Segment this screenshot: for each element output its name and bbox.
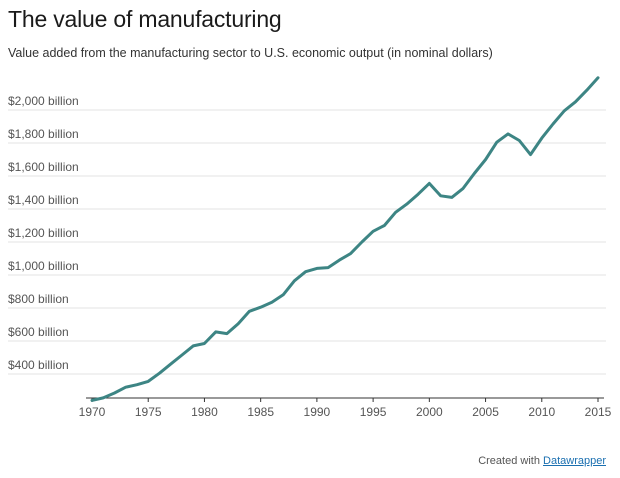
x-tick-label: 2015 [585, 405, 612, 419]
y-tick-label: $600 billion [8, 325, 69, 339]
chart-title: The value of manufacturing [8, 6, 282, 32]
x-tick-label: 2005 [472, 405, 499, 419]
y-tick-label: $1,600 billion [8, 160, 79, 174]
x-tick-label: 2010 [528, 405, 555, 419]
y-tick-label: $800 billion [8, 292, 69, 306]
chart-subtitle: Value added from the manufacturing secto… [8, 46, 493, 60]
x-tick-label: 1995 [360, 405, 387, 419]
x-axis: 1970 1975 1980 1985 1990 1995 2000 2005 2010 2015 [79, 397, 612, 419]
y-tick-label: $400 billion [8, 358, 69, 372]
x-tick-label: 1980 [191, 405, 218, 419]
x-tick-label: 2000 [416, 405, 443, 419]
credit-footer: Created with Datawrapper [478, 455, 606, 467]
credit-prefix: Created with [478, 455, 540, 467]
y-tick-label: $1,200 billion [8, 226, 79, 240]
series-line [90, 76, 600, 402]
y-tick-label: $1,400 billion [8, 193, 79, 207]
y-tick-label: $2,000 billion [8, 94, 79, 108]
y-axis-labels: $400 billion $600 billion $800 billion $1,0… [8, 94, 79, 372]
y-tick-label: $1,000 billion [8, 259, 79, 273]
y-tick-label: $1,800 billion [8, 127, 79, 141]
series-group [90, 76, 600, 402]
datawrapper-link[interactable]: Datawrapper [543, 455, 606, 467]
gridlines [8, 109, 606, 375]
x-tick-label: 1970 [79, 405, 106, 419]
x-tick-label: 1990 [304, 405, 331, 419]
x-tick-label: 1975 [135, 405, 162, 419]
x-tick-label: 1985 [247, 405, 274, 419]
